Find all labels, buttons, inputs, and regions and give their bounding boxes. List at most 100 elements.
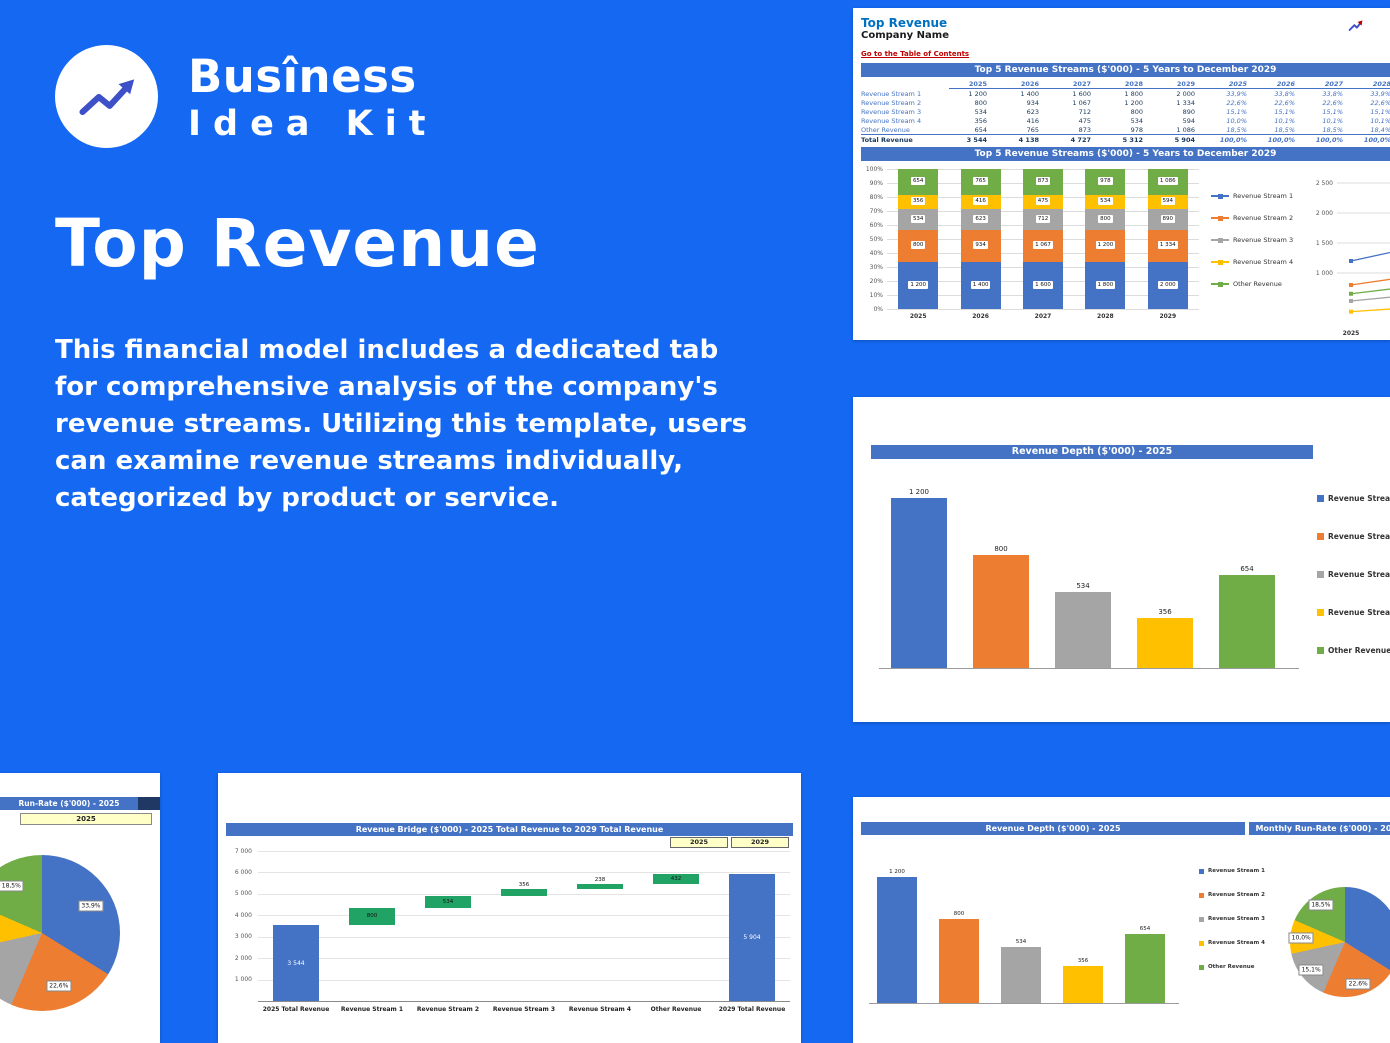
pct-cell: 10,0% bbox=[1226, 116, 1247, 125]
panel-depth-and-runrate: Revenue Depth ($'000) - 2025 Monthly Run… bbox=[853, 797, 1390, 1043]
y-axis-tick-label: 80% bbox=[869, 193, 883, 201]
gridline bbox=[258, 936, 790, 938]
legend-swatch bbox=[1199, 916, 1204, 922]
pct-cell: 22,6% bbox=[1322, 98, 1343, 107]
depth-bar bbox=[1137, 617, 1193, 668]
trend-line bbox=[1350, 288, 1390, 295]
bar-value-label: 534 bbox=[1015, 938, 1027, 945]
depth-bar-chart: 1 200 800 534 356 654 bbox=[879, 471, 1309, 681]
legend-label: Revenue Stream 3 bbox=[1208, 916, 1265, 922]
segment-data-label: 475 bbox=[1023, 197, 1063, 206]
data-label-text: 1 200 bbox=[908, 280, 929, 289]
waterfall-bar-delta bbox=[425, 896, 471, 908]
pie-data-label: 22,6% bbox=[46, 980, 72, 992]
legend-entry: Other Revenue bbox=[1199, 955, 1265, 979]
y-axis-tick-label: 70% bbox=[869, 207, 883, 215]
depth-bar bbox=[1219, 575, 1275, 668]
depth-chart-header: Revenue Depth ($'000) - 2025 bbox=[871, 445, 1313, 459]
legend-swatch bbox=[1317, 646, 1324, 654]
table-row: Revenue Stream 1 1 200 1 400 1 600 1 800 2 00… bbox=[861, 89, 1390, 98]
legend-label: Other Revenue bbox=[1208, 964, 1255, 970]
segment-data-label: 1 200 bbox=[898, 280, 938, 289]
y-axis-tick-label: 20% bbox=[869, 277, 883, 285]
bar-value-label: 654 bbox=[1240, 565, 1254, 574]
y-axis-tick-label: 1 000 bbox=[1316, 270, 1333, 277]
trend-line bbox=[1350, 308, 1390, 313]
runrate-year-selector[interactable]: 2025 bbox=[20, 813, 152, 825]
legend-label: Revenue Stream 3 bbox=[1328, 569, 1390, 579]
total-pct-cell: 100,0% bbox=[1363, 135, 1390, 144]
depth-bar bbox=[973, 554, 1029, 668]
table-row: Revenue Stream 3 534 623 712 800 890 15,1% 15,1… bbox=[861, 107, 1390, 116]
legend-entry: Revenue Stream 4 bbox=[1199, 931, 1265, 955]
pct-cell: 10,1% bbox=[1274, 116, 1295, 125]
data-label-text: 1 400 bbox=[970, 280, 991, 289]
depth-chart-header-small: Revenue Depth ($'000) - 2025 bbox=[861, 822, 1245, 835]
data-label-text: 475 bbox=[1035, 197, 1051, 206]
legend-line-marker bbox=[1211, 281, 1229, 287]
bar-value-label: 800 bbox=[366, 913, 378, 920]
legend-label: Other Revenue bbox=[1328, 645, 1390, 655]
brand-header: Busîness Idea Kit bbox=[55, 45, 437, 148]
total-pct-cell: 100,0% bbox=[1315, 135, 1343, 144]
y-axis-tick-label: 1 000 bbox=[234, 976, 252, 984]
value-cell: 1 067 bbox=[1072, 98, 1091, 107]
data-label-text: 594 bbox=[1160, 197, 1176, 206]
year-column-header: 2027 bbox=[1053, 80, 1105, 89]
legend-entry: Other Revenue bbox=[1317, 631, 1390, 669]
pct-cell: 33,8% bbox=[1274, 89, 1295, 98]
legend-entry: Revenue Stream 4 bbox=[1211, 251, 1307, 273]
sheet-title: Top Revenue bbox=[861, 16, 948, 30]
table-of-contents-link[interactable]: Go to the Table of Contents bbox=[861, 50, 970, 58]
pct-cell: 15,1% bbox=[1370, 107, 1390, 116]
bridge-end-year-selector[interactable]: 2029 bbox=[731, 837, 789, 848]
x-axis-line bbox=[869, 1003, 1179, 1004]
segment-data-label: 1 334 bbox=[1148, 241, 1188, 250]
legend-swatch bbox=[1199, 868, 1204, 874]
legend-entry: Other Revenue bbox=[1211, 273, 1307, 295]
table-row: Total Revenue 3 544 4 138 4 727 5 312 5 904 10… bbox=[861, 134, 1390, 144]
bridge-start-year-selector[interactable]: 2025 bbox=[670, 837, 728, 848]
data-label-text: 873 bbox=[1035, 177, 1051, 186]
y-axis-tick-label: 1 500 bbox=[1316, 240, 1333, 247]
bar-value-label: 654 bbox=[1139, 926, 1151, 933]
pct-cell: 18,5% bbox=[1226, 125, 1247, 134]
total-pct-cell: 100,0% bbox=[1267, 135, 1295, 144]
total-pct-cell: 100,0% bbox=[1219, 135, 1247, 144]
total-value-cell: 5 904 bbox=[1174, 135, 1195, 144]
row-label: Revenue Stream 1 bbox=[861, 89, 922, 98]
legend-swatch bbox=[1317, 532, 1324, 540]
legend-entry: Revenue Stream 3 bbox=[1211, 229, 1307, 251]
segment-data-label: 978 bbox=[1085, 177, 1125, 186]
pct-year-column-header: 2027 bbox=[1305, 80, 1353, 89]
value-cell: 1 200 bbox=[968, 89, 987, 98]
pie-data-label: 10,0% bbox=[1288, 932, 1314, 944]
legend-square-marker bbox=[1217, 215, 1223, 221]
pct-cell: 10,1% bbox=[1322, 116, 1343, 125]
data-label-text: 356 bbox=[910, 197, 926, 206]
pct-cell: 18,4% bbox=[1370, 125, 1390, 134]
value-cell: 623 bbox=[1026, 107, 1039, 116]
bar-value-label: 432 bbox=[670, 876, 682, 883]
year-column-header: 2025 bbox=[949, 80, 1001, 89]
stacked-chart-header: Top 5 Revenue Streams ($'000) - 5 Years … bbox=[861, 147, 1390, 161]
panel-runrate: Run-Rate ($'000) - 2025 2025 33,9% 22,6% 1… bbox=[0, 773, 160, 1043]
value-cell: 534 bbox=[974, 107, 987, 116]
pct-year-column-header: 2028 bbox=[1353, 80, 1390, 89]
line-marker bbox=[1349, 309, 1353, 314]
value-cell: 416 bbox=[1026, 116, 1039, 125]
legend-entry: Revenue Stream 2 bbox=[1211, 207, 1307, 229]
trend-line bbox=[1350, 296, 1390, 302]
row-label: Other Revenue bbox=[861, 125, 910, 134]
y-axis-tick-label: 10% bbox=[869, 291, 883, 299]
row-label: Revenue Stream 2 bbox=[861, 98, 922, 107]
value-cell: 1 600 bbox=[1072, 89, 1091, 98]
y-axis-tick-label: 3 000 bbox=[234, 933, 252, 941]
total-value-cell: 5 312 bbox=[1122, 135, 1143, 144]
depth-bar-chart-small: 1 200 800 534 356 654 bbox=[869, 843, 1189, 1015]
pie-data-label: 33,9% bbox=[78, 900, 104, 912]
y-axis-tick-label: 50% bbox=[869, 235, 883, 243]
data-label-text: 712 bbox=[1035, 214, 1051, 223]
line-marker bbox=[1349, 298, 1353, 303]
